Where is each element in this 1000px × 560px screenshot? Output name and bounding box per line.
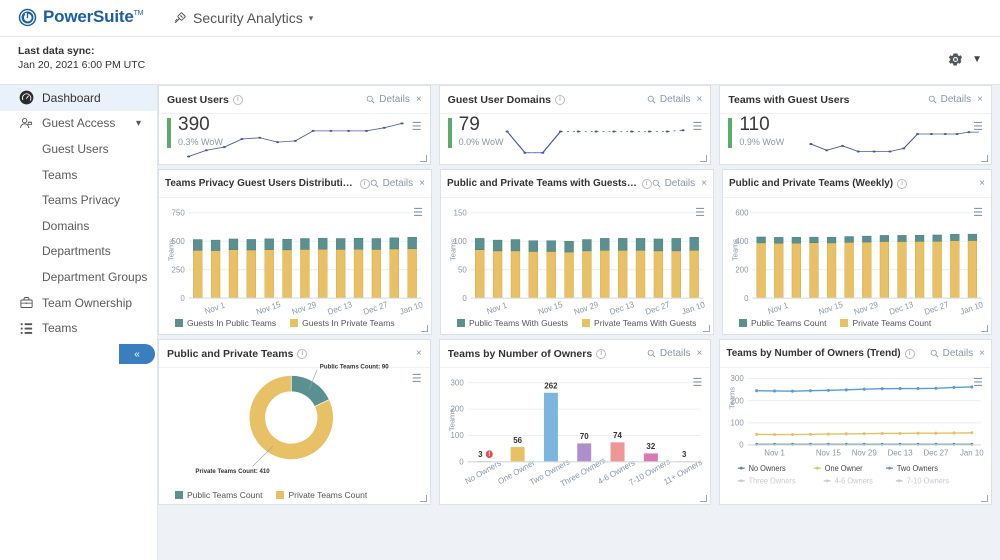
svg-text:0: 0 (462, 294, 467, 303)
svg-text:250: 250 (172, 265, 186, 274)
svg-text:Public Teams Count: 90: Public Teams Count: 90 (320, 363, 389, 370)
svg-text:32: 32 (646, 442, 655, 451)
svg-text:Dec 27: Dec 27 (644, 300, 671, 317)
svg-text:Two Owners: Two Owners (897, 464, 938, 473)
svg-text:0: 0 (744, 294, 749, 303)
svg-text:Dec 13: Dec 13 (888, 448, 913, 457)
svg-text:No Owners: No Owners (463, 458, 502, 486)
svg-text:Dec 27: Dec 27 (924, 448, 949, 457)
svg-text:Nov 15: Nov 15 (255, 300, 282, 317)
svg-text:Private Teams Count: 410: Private Teams Count: 410 (195, 468, 270, 475)
svg-text:Nov 29: Nov 29 (853, 300, 880, 317)
svg-text:7-10 Owners: 7-10 Owners (907, 476, 950, 485)
svg-text:Nov 1: Nov 1 (767, 300, 790, 316)
svg-text:Dec 13: Dec 13 (609, 300, 636, 317)
svg-text:200: 200 (735, 265, 749, 274)
svg-text:600: 600 (735, 208, 749, 217)
svg-text:50: 50 (458, 265, 467, 274)
svg-text:150: 150 (454, 208, 468, 217)
svg-text:Nov 29: Nov 29 (573, 300, 600, 317)
svg-text:Dec 27: Dec 27 (362, 300, 389, 317)
svg-text:Jan 10: Jan 10 (399, 300, 425, 317)
svg-text:4-6 Owners: 4-6 Owners (835, 476, 873, 485)
svg-text:Nov 29: Nov 29 (852, 448, 877, 457)
svg-text:Dec 27: Dec 27 (923, 300, 950, 317)
svg-text:Jan 10: Jan 10 (959, 300, 984, 317)
svg-text:100: 100 (731, 418, 745, 427)
svg-text:Dec 13: Dec 13 (327, 300, 354, 317)
svg-text:Nov 15: Nov 15 (537, 300, 564, 317)
svg-text:70: 70 (580, 432, 589, 441)
svg-text:0: 0 (459, 457, 464, 466)
svg-text:Dec 13: Dec 13 (888, 300, 915, 317)
svg-text:0: 0 (740, 440, 745, 449)
svg-text:262: 262 (544, 381, 558, 390)
svg-text:300: 300 (731, 374, 745, 383)
svg-text:!: ! (488, 451, 490, 458)
svg-text:300: 300 (450, 378, 464, 387)
svg-text:Nov 1: Nov 1 (486, 300, 509, 316)
svg-text:Nov 15: Nov 15 (818, 300, 845, 317)
svg-text:Jan 10: Jan 10 (681, 300, 707, 317)
svg-text:Nov 15: Nov 15 (816, 448, 841, 457)
svg-text:Jan 10: Jan 10 (960, 448, 984, 457)
svg-text:Nov 1: Nov 1 (204, 300, 227, 316)
svg-text:Nov 29: Nov 29 (291, 300, 318, 317)
svg-text:0: 0 (180, 294, 185, 303)
svg-text:74: 74 (613, 431, 622, 440)
svg-text:One Owner: One Owner (825, 464, 863, 473)
svg-text:750: 750 (172, 208, 186, 217)
svg-text:100: 100 (450, 431, 464, 440)
svg-text:3: 3 (478, 450, 483, 459)
svg-text:Three Owners: Three Owners (749, 476, 796, 485)
svg-text:No Owners: No Owners (749, 464, 786, 473)
svg-text:3: 3 (682, 450, 687, 459)
svg-text:56: 56 (513, 436, 522, 445)
svg-text:Nov 1: Nov 1 (765, 448, 786, 457)
